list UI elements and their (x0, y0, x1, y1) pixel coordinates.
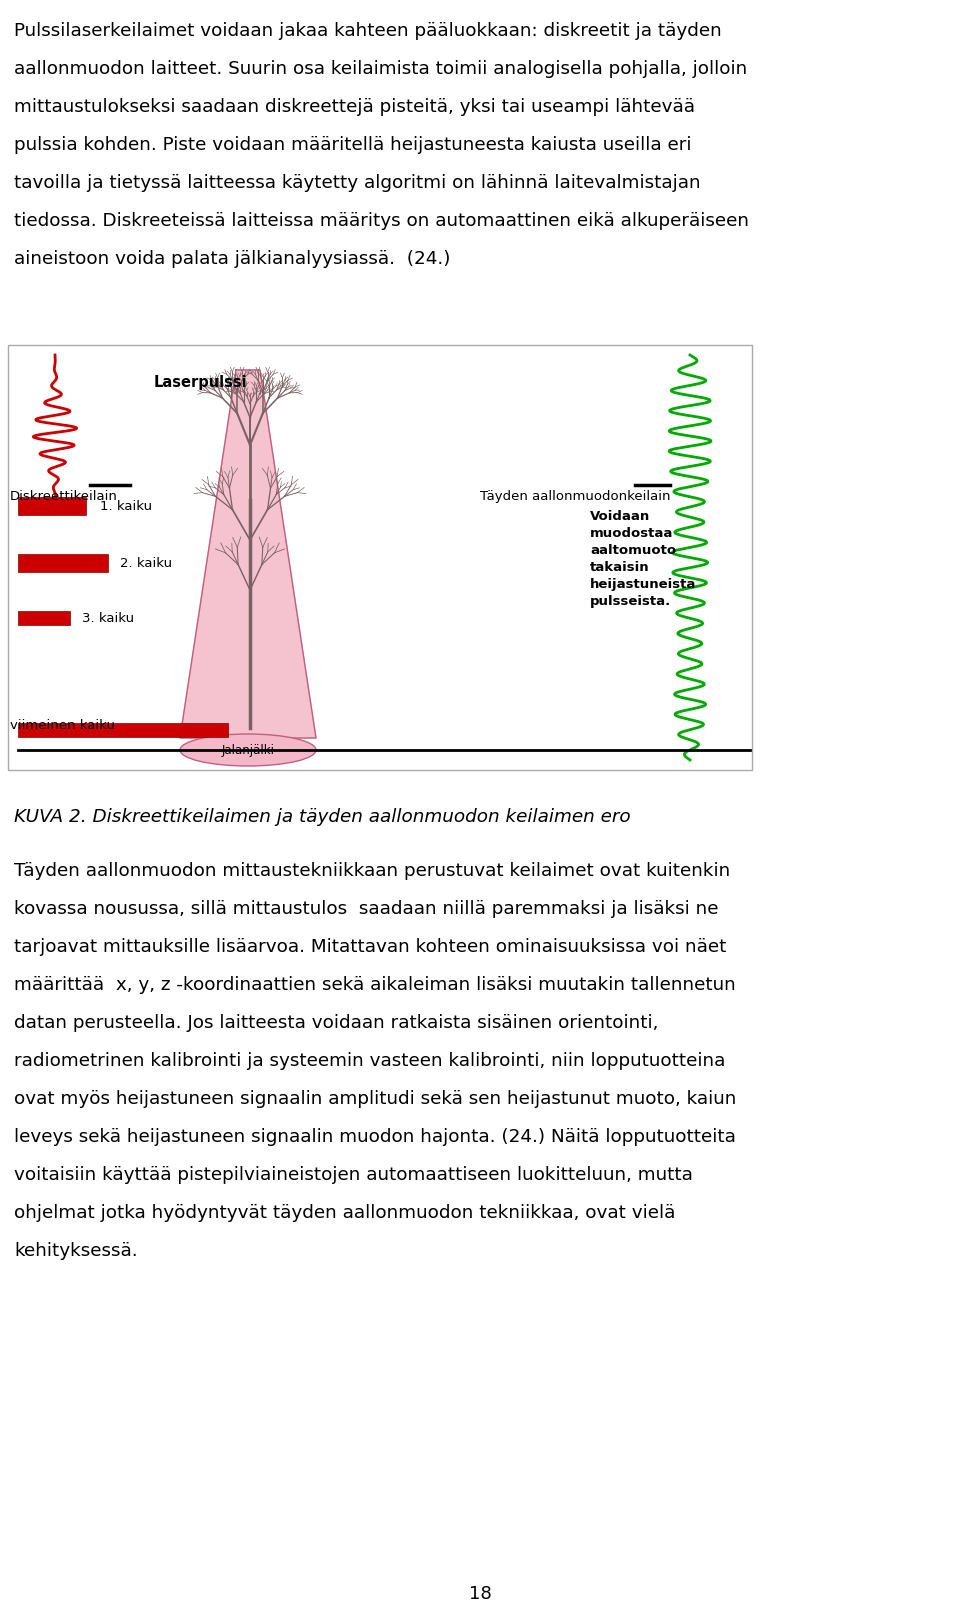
Text: datan perusteella. Jos laitteesta voidaan ratkaista sisäinen orientointi,: datan perusteella. Jos laitteesta voidaa… (14, 1014, 659, 1031)
Text: Voidaan
muodostaa
aaltomuoto
takaisin
heijastuneista
pulsseista.: Voidaan muodostaa aaltomuoto takaisin he… (590, 510, 696, 608)
Text: mittaustulokseksi saadaan diskreettejä pisteitä, yksi tai useampi lähtevää: mittaustulokseksi saadaan diskreettejä p… (14, 98, 695, 116)
Bar (8, 344, 752, 771)
Text: kehityksessä.: kehityksessä. (14, 1242, 137, 1260)
Text: tarjoavat mittauksille lisäarvoa. Mitattavan kohteen ominaisuuksissa voi näet: tarjoavat mittauksille lisäarvoa. Mitatt… (14, 938, 727, 956)
Text: tavoilla ja tietyssä laitteessa käytetty algoritmi on lähinnä laitevalmistajan: tavoilla ja tietyssä laitteessa käytetty… (14, 174, 701, 191)
Text: Laserpulssi: Laserpulssi (154, 375, 247, 389)
Text: Jalanjälki: Jalanjälki (222, 743, 275, 756)
Text: ohjelmat jotka hyödyntyvät täyden aallonmuodon tekniikkaa, ovat vielä: ohjelmat jotka hyödyntyvät täyden aallon… (14, 1204, 676, 1221)
Text: 2. kaiku: 2. kaiku (120, 557, 172, 570)
Text: Diskreettikeilain: Diskreettikeilain (10, 491, 118, 504)
Bar (18, 553, 108, 573)
Text: leveys sekä heijastuneen signaalin muodon hajonta. (24.) Näitä lopputuotteita: leveys sekä heijastuneen signaalin muodo… (14, 1128, 736, 1146)
Text: määrittää  x, y, z -koordinaattien sekä aikaleiman lisäksi muutakin tallennetun: määrittää x, y, z -koordinaattien sekä a… (14, 977, 735, 994)
Text: tiedossa. Diskreeteissä laitteissa määritys on automaattinen eikä alkuperäiseen: tiedossa. Diskreeteissä laitteissa määri… (14, 212, 749, 230)
Text: Pulssilaserkeilaimet voidaan jakaa kahteen pääluokkaan: diskreetit ja täyden: Pulssilaserkeilaimet voidaan jakaa kahte… (14, 23, 722, 40)
Text: pulssia kohden. Piste voidaan määritellä heijastuneesta kaiusta useilla eri: pulssia kohden. Piste voidaan määritellä… (14, 137, 691, 154)
Bar (18, 497, 86, 515)
Text: Täyden aallonmuodonkeilain: Täyden aallonmuodonkeilain (480, 491, 670, 504)
Text: voitaisiin käyttää pistepilviaineistojen automaattiseen luokitteluun, mutta: voitaisiin käyttää pistepilviaineistojen… (14, 1167, 693, 1184)
Bar (18, 611, 70, 624)
Text: radiometrinen kalibrointi ja systeemin vasteen kalibrointi, niin lopputuotteina: radiometrinen kalibrointi ja systeemin v… (14, 1052, 726, 1070)
Text: 18: 18 (468, 1585, 492, 1603)
Ellipse shape (180, 734, 316, 766)
Text: Täyden aallonmuodon mittaustekniikkaan perustuvat keilaimet ovat kuitenkin: Täyden aallonmuodon mittaustekniikkaan p… (14, 862, 731, 880)
Polygon shape (180, 370, 316, 739)
Text: aineistoon voida palata jälkianalyysiassä.  (24.): aineistoon voida palata jälkianalyysiass… (14, 249, 450, 269)
Text: 1. kaiku: 1. kaiku (100, 499, 152, 513)
Text: kovassa nousussa, sillä mittaustulos  saadaan niillä paremmaksi ja lisäksi ne: kovassa nousussa, sillä mittaustulos saa… (14, 899, 718, 919)
Bar (18, 722, 228, 737)
Text: KUVA 2. Diskreettikeilaimen ja täyden aallonmuodon keilaimen ero: KUVA 2. Diskreettikeilaimen ja täyden aa… (14, 808, 631, 825)
Text: viimeinen kaiku: viimeinen kaiku (10, 719, 115, 732)
Text: ovat myös heijastuneen signaalin amplitudi sekä sen heijastunut muoto, kaiun: ovat myös heijastuneen signaalin amplitu… (14, 1089, 736, 1109)
Text: aallonmuodon laitteet. Suurin osa keilaimista toimii analogisella pohjalla, joll: aallonmuodon laitteet. Suurin osa keilai… (14, 60, 747, 77)
Text: 3. kaiku: 3. kaiku (82, 611, 134, 624)
